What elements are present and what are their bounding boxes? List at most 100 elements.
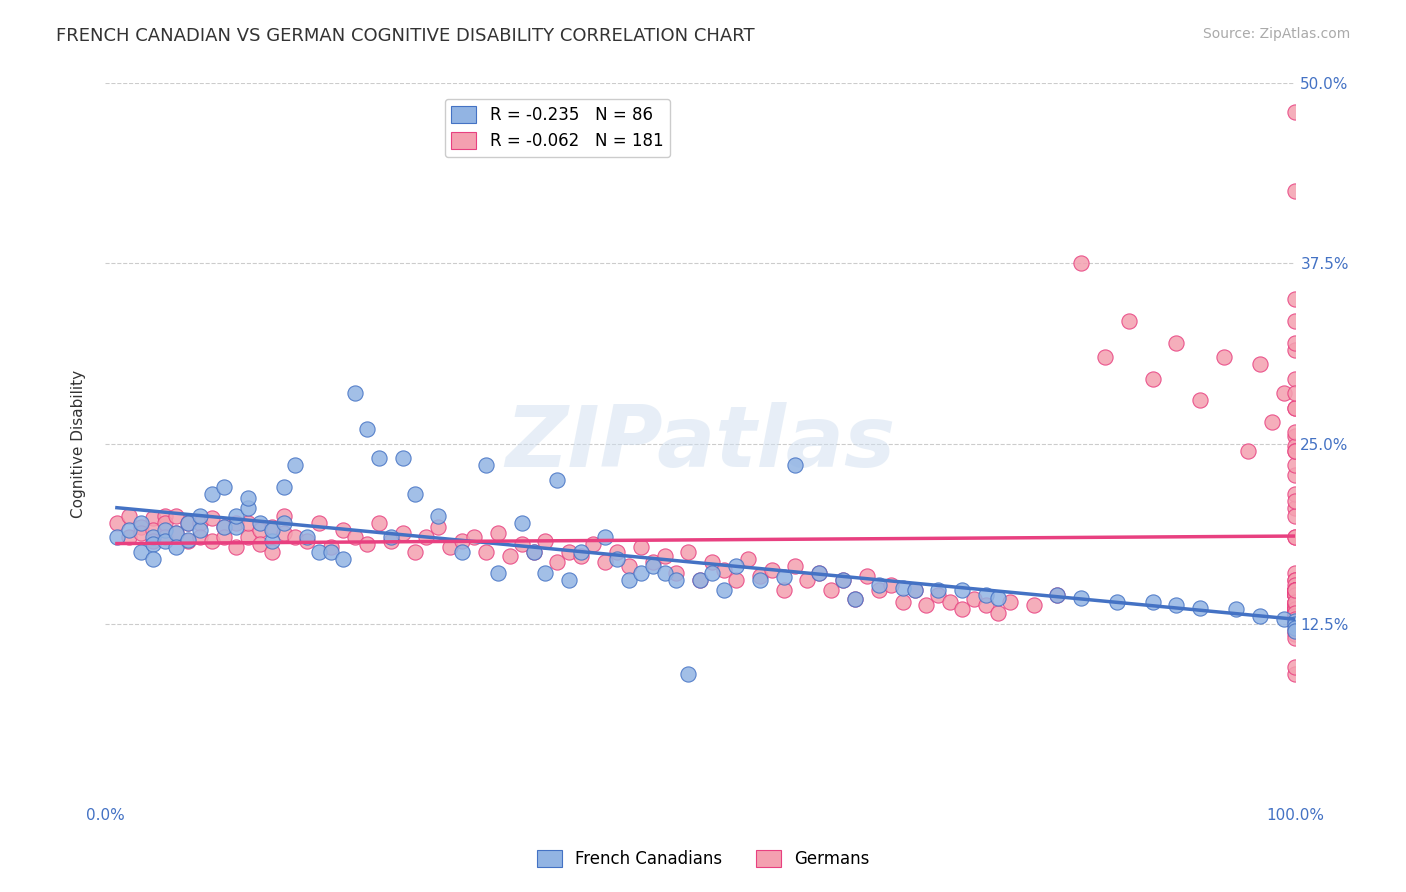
Point bbox=[118, 523, 141, 537]
Point bbox=[1284, 314, 1306, 328]
Point bbox=[284, 458, 307, 472]
Point bbox=[486, 525, 509, 540]
Point bbox=[1284, 574, 1306, 588]
Point bbox=[1284, 602, 1306, 616]
Point bbox=[856, 569, 879, 583]
Point bbox=[974, 588, 997, 602]
Point bbox=[1284, 487, 1306, 501]
Point bbox=[950, 583, 973, 598]
Point bbox=[1284, 508, 1306, 523]
Point bbox=[1284, 372, 1306, 386]
Point bbox=[606, 551, 628, 566]
Point bbox=[1284, 583, 1306, 598]
Point bbox=[380, 530, 402, 544]
Point bbox=[891, 595, 914, 609]
Point bbox=[761, 563, 783, 577]
Point bbox=[1260, 415, 1282, 429]
Point bbox=[1284, 386, 1306, 401]
Point bbox=[1272, 612, 1295, 626]
Point bbox=[129, 520, 152, 534]
Point bbox=[236, 530, 259, 544]
Point bbox=[1284, 429, 1306, 443]
Point bbox=[142, 530, 165, 544]
Point bbox=[332, 551, 354, 566]
Point bbox=[974, 598, 997, 612]
Point bbox=[225, 516, 247, 530]
Point bbox=[678, 544, 700, 558]
Point bbox=[1284, 425, 1306, 439]
Text: Source: ZipAtlas.com: Source: ZipAtlas.com bbox=[1202, 27, 1350, 41]
Point bbox=[1284, 667, 1306, 681]
Point bbox=[367, 450, 389, 465]
Point bbox=[165, 540, 187, 554]
Point bbox=[1284, 501, 1306, 516]
Point bbox=[297, 534, 319, 549]
Point bbox=[284, 530, 307, 544]
Point bbox=[700, 555, 723, 569]
Point bbox=[321, 540, 343, 554]
Point bbox=[832, 574, 855, 588]
Point bbox=[1284, 105, 1306, 120]
Point bbox=[260, 544, 283, 558]
Point bbox=[1284, 583, 1306, 598]
Point bbox=[260, 534, 283, 549]
Point bbox=[724, 558, 747, 573]
Point bbox=[963, 592, 986, 607]
Point bbox=[1249, 357, 1271, 371]
Point bbox=[1284, 583, 1306, 598]
Point bbox=[1284, 614, 1306, 628]
Point bbox=[1284, 530, 1306, 544]
Point bbox=[129, 544, 152, 558]
Point bbox=[522, 544, 544, 558]
Point bbox=[772, 570, 794, 584]
Point bbox=[868, 583, 890, 598]
Point bbox=[153, 523, 176, 537]
Point bbox=[1284, 588, 1306, 602]
Point bbox=[260, 523, 283, 537]
Point bbox=[236, 501, 259, 516]
Point bbox=[820, 583, 842, 598]
Point bbox=[1284, 583, 1306, 598]
Point bbox=[1284, 583, 1306, 598]
Point bbox=[177, 533, 200, 547]
Point bbox=[1284, 185, 1306, 199]
Point bbox=[1284, 595, 1306, 609]
Point bbox=[927, 583, 949, 598]
Point bbox=[188, 508, 211, 523]
Point bbox=[654, 566, 676, 581]
Point bbox=[1284, 598, 1306, 612]
Point bbox=[1284, 583, 1306, 598]
Point bbox=[1284, 458, 1306, 472]
Point bbox=[1284, 595, 1306, 609]
Point bbox=[391, 450, 413, 465]
Point bbox=[129, 525, 152, 540]
Point bbox=[165, 525, 187, 540]
Point bbox=[617, 574, 640, 588]
Point bbox=[1284, 607, 1306, 621]
Point bbox=[404, 487, 426, 501]
Point bbox=[630, 566, 652, 581]
Point bbox=[737, 551, 759, 566]
Point bbox=[273, 525, 295, 540]
Point bbox=[391, 525, 413, 540]
Point bbox=[593, 530, 616, 544]
Point bbox=[832, 574, 855, 588]
Point bbox=[1284, 335, 1306, 350]
Point bbox=[1284, 602, 1306, 616]
Point bbox=[1166, 598, 1188, 612]
Point bbox=[1237, 443, 1260, 458]
Point bbox=[654, 549, 676, 563]
Point bbox=[249, 516, 271, 530]
Point bbox=[1284, 595, 1306, 609]
Point bbox=[689, 574, 711, 588]
Point bbox=[142, 523, 165, 537]
Point bbox=[153, 508, 176, 523]
Point bbox=[427, 508, 450, 523]
Point bbox=[724, 574, 747, 588]
Point bbox=[308, 516, 330, 530]
Point bbox=[105, 516, 128, 530]
Point bbox=[1213, 350, 1236, 364]
Point bbox=[927, 588, 949, 602]
Point bbox=[188, 516, 211, 530]
Point bbox=[1142, 372, 1164, 386]
